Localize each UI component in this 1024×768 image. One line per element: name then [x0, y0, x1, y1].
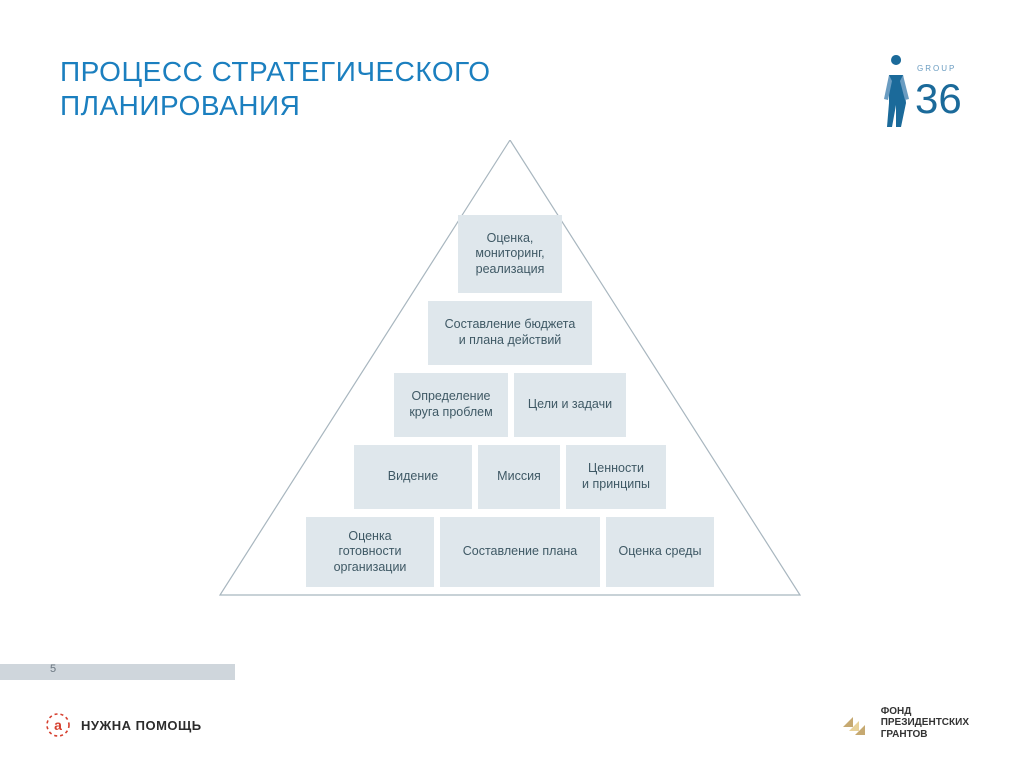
footer-left-text: НУЖНА ПОМОЩЬ	[81, 718, 202, 733]
pyramid-block-l4a: Видение	[354, 445, 472, 509]
svg-text:a: a	[54, 717, 62, 733]
pyramid-block-l1: Оценка,мониторинг,реализация	[458, 215, 562, 293]
footer-right-logo: ФОНД ПРЕЗИДЕНТСКИХ ГРАНТОВ	[839, 706, 969, 741]
help-icon: a	[45, 712, 71, 738]
grants-icon	[839, 707, 871, 739]
footer-right-text: ФОНД ПРЕЗИДЕНТСКИХ ГРАНТОВ	[881, 706, 969, 741]
pyramid-block-l4c: Ценностии принципы	[566, 445, 666, 509]
pyramid-diagram: Оценка,мониторинг,реализация Составление …	[190, 140, 830, 650]
page-number: 5	[50, 663, 56, 675]
pyramid-block-l4b: Миссия	[478, 445, 560, 509]
pyramid-block-l2: Составление бюджетаи плана действий	[428, 301, 592, 365]
title-text: ПРОЦЕСС СТРАТЕГИЧЕСКОГОПЛАНИРОВАНИЯ	[60, 56, 491, 121]
logo-group-label: GROUP	[917, 64, 956, 73]
pyramid-block-l5a: Оценкаготовностиорганизации	[306, 517, 434, 587]
group36-logo: GROUP 36	[879, 55, 969, 135]
footer-left-logo: a НУЖНА ПОМОЩЬ	[45, 712, 202, 738]
page-number-bar	[0, 664, 235, 680]
footer-right-line2: ПРЕЗИДЕНТСКИХ	[881, 717, 969, 729]
pyramid-block-l3a: Определениекруга проблем	[394, 373, 508, 437]
man-icon	[884, 55, 909, 127]
pyramid-block-l5c: Оценка среды	[606, 517, 714, 587]
footer-right-line1: ФОНД	[881, 706, 969, 718]
pyramid-block-l5b: Составление плана	[440, 517, 600, 587]
footer-right-line3: ГРАНТОВ	[881, 729, 969, 741]
pyramid-block-l3b: Цели и задачи	[514, 373, 626, 437]
logo-number: 36	[915, 75, 962, 122]
page-title: ПРОЦЕСС СТРАТЕГИЧЕСКОГОПЛАНИРОВАНИЯ	[60, 55, 491, 122]
